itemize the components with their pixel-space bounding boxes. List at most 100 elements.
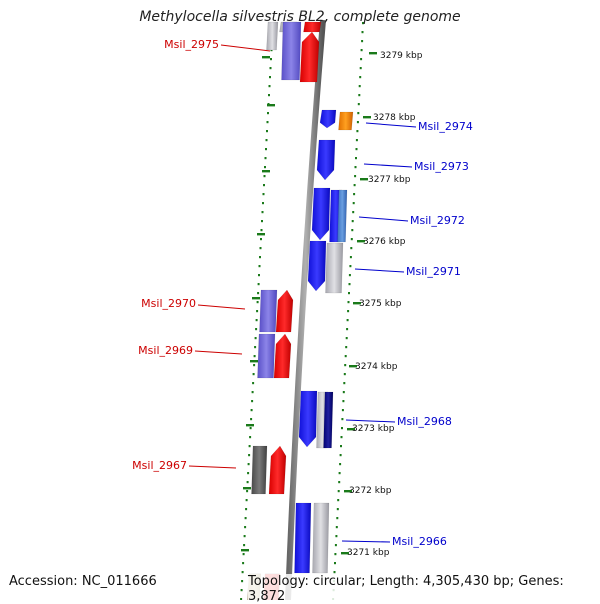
inner-boundary-dot: [253, 355, 256, 358]
inner-boundary-dot: [266, 130, 268, 133]
outer-boundary-dot: [334, 544, 337, 547]
gene-label[interactable]: Msil_2969: [138, 344, 193, 357]
major-tick-dash: [341, 552, 349, 555]
inner-boundary-dot: [267, 112, 269, 115]
inner-boundary-dot: [253, 364, 256, 367]
outer-boundary-dot: [344, 355, 347, 358]
gene-label[interactable]: Msil_2968: [397, 415, 452, 428]
inner-boundary-dot: [252, 382, 255, 385]
outer-boundary-dot: [341, 427, 343, 430]
gene-segment: [337, 189, 348, 243]
major-tick-dash: [347, 428, 355, 431]
inner-boundary-dot: [254, 337, 257, 340]
inner-boundary-dot: [254, 346, 257, 349]
outer-boundary-dot: [361, 40, 364, 43]
outer-boundary-dot: [342, 400, 345, 403]
kbp-tick-label: 3272 kbp: [349, 486, 392, 496]
outer-boundary-dot: [350, 238, 353, 241]
outer-boundary-dot: [334, 553, 337, 556]
track-boundary-dots: [240, 22, 377, 601]
outer-boundary-dot: [346, 319, 349, 322]
gene-label[interactable]: Msil_2974: [418, 120, 473, 133]
inner-boundary-dot: [247, 472, 250, 475]
major-tick-dash: [360, 178, 368, 181]
outer-boundary-dot: [351, 229, 354, 232]
inner-boundary-dot: [257, 292, 260, 295]
gene-segment: [257, 333, 276, 379]
accession-text: Accession: NC_011666: [9, 574, 157, 589]
major-tick-dash: [357, 240, 365, 243]
inner-boundary-dot: [250, 409, 253, 412]
outer-boundary-dot: [357, 103, 360, 106]
outer-boundary-dot: [333, 571, 336, 574]
inner-boundary-dot: [255, 319, 258, 322]
minor-tick-dash: [250, 360, 258, 363]
gene-arrow-forward: [275, 289, 294, 333]
gene-label[interactable]: Msil_2967: [132, 459, 187, 472]
outer-boundary-dot: [343, 373, 346, 376]
gene-segment: [251, 445, 268, 495]
inner-boundary-dot: [257, 283, 260, 286]
outer-boundary-dot: [353, 193, 356, 196]
gene-segment: [294, 502, 312, 574]
gene-label[interactable]: Msil_2966: [392, 535, 447, 548]
minor-tick-dash: [252, 297, 260, 300]
outer-boundary-dot: [358, 85, 361, 88]
inner-boundary-dot: [246, 490, 249, 493]
gene-label-leader-line: [358, 216, 409, 222]
outer-boundary-dot: [356, 130, 359, 133]
outer-boundary-dot: [359, 67, 362, 70]
outer-boundary-dot: [357, 112, 360, 115]
gene-segment: [338, 111, 354, 131]
inner-boundary-dot: [262, 202, 264, 205]
genome-summary-text: Topology: circular; Length: 4,305,430 bp…: [248, 574, 600, 604]
outer-boundary-dot: [348, 292, 350, 295]
outer-boundary-dot: [356, 121, 359, 124]
gene-label[interactable]: Msil_2970: [141, 297, 196, 310]
gene-label[interactable]: Msil_2971: [406, 265, 461, 278]
outer-boundary-dot: [336, 517, 339, 520]
gene-arrow-forward: [273, 333, 292, 379]
gene-label-leader-line: [188, 465, 237, 469]
gene-arrow-reverse: [319, 109, 337, 129]
inner-boundary-dot: [258, 265, 261, 268]
outer-boundary-dot: [339, 463, 342, 466]
inner-boundary-dot: [263, 175, 266, 178]
kbp-tick-label: 3277 kbp: [368, 175, 411, 185]
outer-boundary-dot: [335, 526, 338, 529]
gene-arrow-reverse: [316, 139, 336, 181]
gene-label-leader-line: [365, 122, 417, 128]
inner-boundary-dot: [245, 508, 248, 511]
gene-arrow-reverse: [311, 187, 331, 241]
outer-boundary-dot: [353, 184, 356, 187]
gene-label-leader-line: [354, 268, 405, 273]
gene-label[interactable]: Msil_2972: [410, 214, 465, 227]
outer-boundary-dot: [337, 490, 340, 493]
inner-boundary-dot: [249, 436, 252, 439]
gene-label[interactable]: Msil_2975: [164, 38, 219, 51]
kbp-tick-label: 3274 kbp: [355, 362, 398, 372]
major-tick-dash: [344, 490, 352, 493]
inner-boundary-dot: [265, 139, 268, 142]
inner-boundary-dot: [245, 499, 248, 502]
outer-boundary-dot: [340, 445, 342, 448]
outer-boundary-dot: [352, 202, 355, 205]
major-tick-dash: [349, 365, 357, 368]
inner-boundary-dot: [243, 535, 246, 538]
outer-boundary-dot: [354, 175, 357, 178]
genome-backbone: [285, 19, 326, 601]
inner-boundary-dot: [262, 193, 265, 196]
minor-tick-dash: [262, 56, 270, 59]
kbp-tick-label: 3276 kbp: [363, 237, 406, 247]
minor-tick-dash: [257, 233, 265, 236]
inner-boundary-dot: [266, 121, 269, 124]
inner-boundary-dot: [248, 445, 251, 448]
inner-boundary-dot: [264, 166, 266, 169]
inner-boundary-dot: [248, 454, 251, 457]
inner-boundary-dot: [244, 517, 247, 520]
outer-boundary-dot: [338, 481, 341, 484]
gene-label[interactable]: Msil_2973: [414, 160, 469, 173]
outer-boundary-dot: [352, 211, 355, 214]
gene-segment: [325, 242, 344, 294]
